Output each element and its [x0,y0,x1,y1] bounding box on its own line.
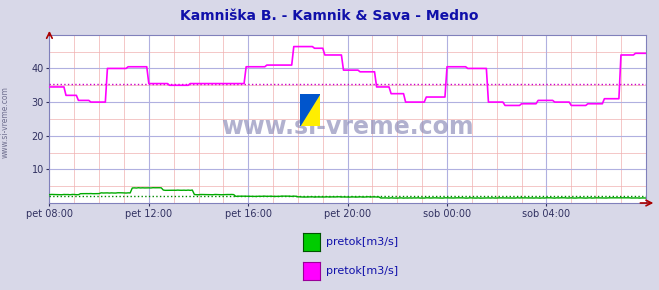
Text: pretok[m3/s]: pretok[m3/s] [326,266,398,276]
Text: www.si-vreme.com: www.si-vreme.com [221,115,474,139]
Text: pretok[m3/s]: pretok[m3/s] [326,237,398,247]
Polygon shape [300,94,320,126]
Polygon shape [300,94,320,126]
Text: www.si-vreme.com: www.si-vreme.com [1,86,10,158]
Text: Kamniška B. - Kamnik & Sava - Medno: Kamniška B. - Kamnik & Sava - Medno [181,9,478,23]
